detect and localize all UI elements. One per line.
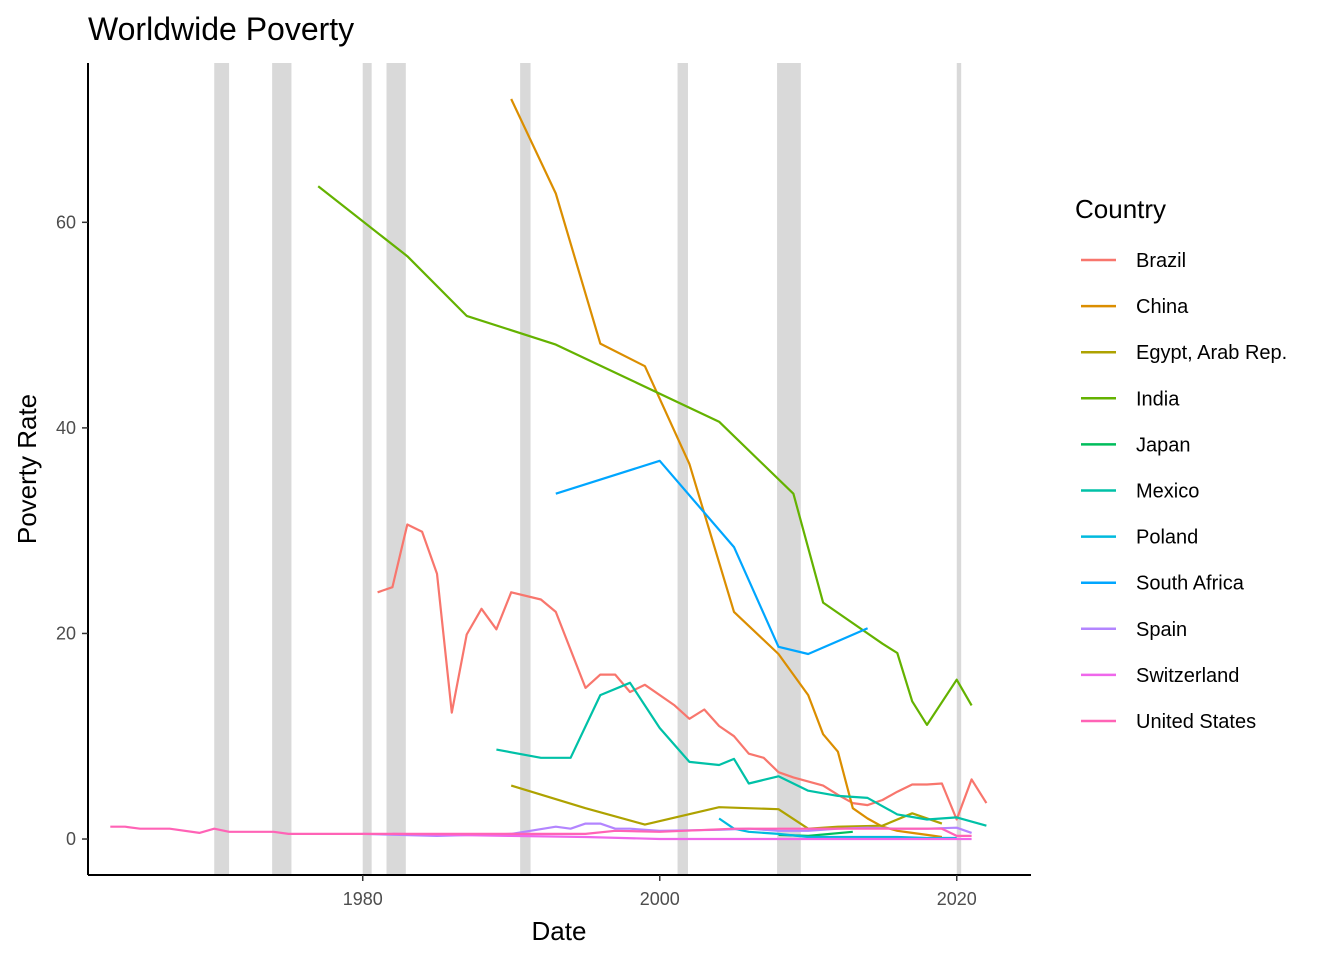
recession-band-5 bbox=[677, 63, 688, 875]
legend-label-mexico: Mexico bbox=[1136, 481, 1199, 503]
legend-label-spain: Spain bbox=[1136, 619, 1187, 641]
series-line-brazil bbox=[377, 523, 988, 821]
recession-band-3 bbox=[386, 63, 406, 875]
y-tick-label: 0 bbox=[66, 829, 76, 849]
recession-band-6 bbox=[777, 63, 801, 875]
legend-label-south-africa: South Africa bbox=[1136, 573, 1245, 595]
legend-label-egypt-arab-rep: Egypt, Arab Rep. bbox=[1136, 342, 1287, 364]
chart-title: Worldwide Poverty bbox=[88, 11, 354, 47]
recession-band-2 bbox=[362, 63, 372, 875]
recession-band-7 bbox=[956, 63, 962, 875]
series-line-poland bbox=[718, 817, 957, 840]
x-tick-label: 2020 bbox=[937, 889, 977, 909]
x-tick-label: 2000 bbox=[640, 889, 680, 909]
series-line-china bbox=[510, 98, 943, 839]
legend-label-poland: Poland bbox=[1136, 527, 1198, 549]
recession-band-0 bbox=[214, 63, 230, 875]
legend: Country Brazil China Egypt, Arab Rep. India… bbox=[1075, 194, 1287, 733]
legend-label-japan: Japan bbox=[1136, 434, 1191, 456]
recession-band-1 bbox=[272, 63, 292, 875]
recession-band-4 bbox=[520, 63, 531, 875]
x-ticks: 1980 2000 2020 bbox=[343, 875, 977, 909]
y-tick-label: 60 bbox=[56, 212, 76, 232]
recession-bands bbox=[214, 63, 962, 875]
series-group bbox=[110, 98, 988, 841]
legend-title: Country bbox=[1075, 194, 1166, 224]
series-line-south-africa bbox=[555, 459, 869, 656]
series-line-united-states bbox=[110, 825, 972, 837]
series-line-india bbox=[317, 185, 973, 726]
y-axis-title: Poverty Rate bbox=[12, 394, 42, 544]
y-ticks: 0 20 40 60 bbox=[56, 212, 88, 849]
legend-label-united-states: United States bbox=[1136, 711, 1256, 733]
series-line-switzerland bbox=[392, 832, 972, 841]
legend-label-india: India bbox=[1136, 388, 1180, 410]
legend-label-switzerland: Switzerland bbox=[1136, 665, 1239, 687]
x-axis-title: Date bbox=[532, 916, 587, 946]
y-tick-label: 20 bbox=[56, 623, 76, 643]
legend-label-china: China bbox=[1136, 296, 1189, 318]
y-tick-label: 40 bbox=[56, 418, 76, 438]
series-line-mexico bbox=[496, 681, 987, 827]
axes bbox=[87, 63, 1031, 876]
series-line-egypt-arab-rep bbox=[510, 784, 943, 830]
legend-label-brazil: Brazil bbox=[1136, 250, 1186, 272]
x-tick-label: 1980 bbox=[343, 889, 383, 909]
